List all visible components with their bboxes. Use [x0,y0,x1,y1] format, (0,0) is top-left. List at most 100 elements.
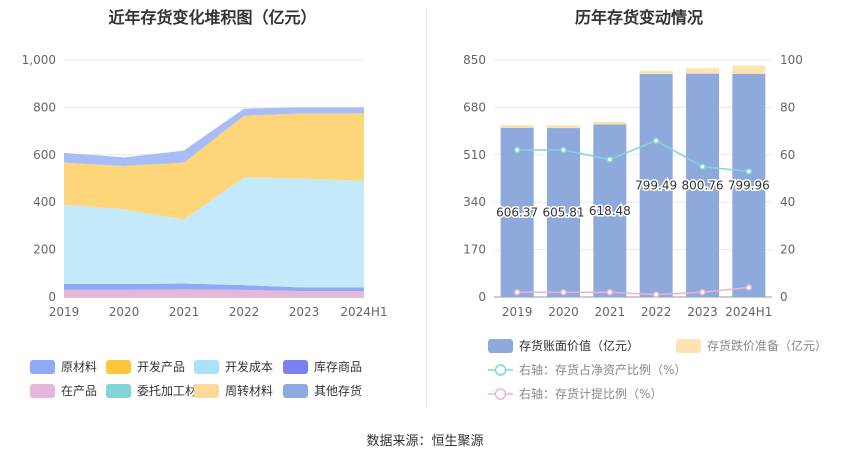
line-point [560,146,567,154]
right-y2-tick-label: 60 [780,148,795,162]
area-series-开发成本 [64,177,364,288]
left-y-tick-label: 800 [33,100,56,114]
left-chart-title: 近年存货变化堆积图（亿元） [108,8,317,27]
left-legend-item[interactable]: 周转材料 [194,382,273,399]
bar-value-label: 800.76 [682,178,724,192]
left-y-tick-label: 0 [48,290,56,304]
legend-label: 存货跌价准备（亿元） [707,339,828,353]
legend-label: 原材料 [61,360,98,374]
bar-value-label: 618.48 [589,204,631,218]
bar-line-chart-panel: 历年存货变动情况 606.37 605.81 618.48 799.49 800.76 7… [428,0,850,410]
right-legend-item[interactable]: 存货跌价准备（亿元） [676,337,827,354]
legend-label: 委托加工材料 [137,384,210,398]
right-legend-item[interactable]: 右轴：存货占净资产比例（%） [488,361,686,378]
left-legend-item[interactable]: 原材料 [30,358,97,375]
bar-value-label: 606.37 [496,205,538,219]
right-x-tick-label: 2022 [641,305,672,319]
line-point [606,289,614,296]
right-y2-tick-label: 0 [780,290,788,304]
right-y2-tick-label: 40 [780,195,795,209]
stacked-area-chart: 0 200 400 600 800 1,000 2019 2020 2021 2022 2023 2… [22,53,388,319]
right-y2-tick-label: 80 [780,100,795,114]
left-y-tick-label: 1,000 [22,53,56,67]
legend-swatch [283,383,308,398]
legend-label: 存货账面价值（亿元） [519,339,640,353]
right-chart-title: 历年存货变动情况 [574,8,703,27]
inventory-bar [547,128,580,297]
legend-swatch [194,383,219,398]
area-series-在产品 [64,289,364,297]
area-series-原材料 [64,283,364,292]
line-point [745,168,753,175]
line-series [517,286,749,296]
right-y-tick-label: 850 [463,53,486,67]
line-point [699,289,706,296]
legend-swatch [30,383,55,398]
legend-swatch [488,338,513,353]
area-series-其他存货 [64,107,364,166]
provision-bar [732,65,766,74]
legend-label: 其他存货 [314,384,363,398]
legend-label: 开发成本 [225,360,274,374]
legend-label: 右轴：存货计提比例（%） [519,387,663,401]
legend-swatch [30,359,55,374]
legend-line-icon [488,387,513,400]
left-legend-item[interactable]: 开发产品 [106,358,185,375]
line-series [517,139,749,173]
right-y-tick-label: 340 [463,195,486,209]
line-point [560,289,567,296]
inventory-bar [593,124,627,297]
legend-swatch [283,359,308,374]
right-legend-item[interactable]: 右轴：存货计提比例（%） [488,385,662,402]
line-point [652,137,660,144]
line-point [513,146,521,154]
line-point [513,289,521,296]
panel-divider [426,8,427,408]
legend-swatch [106,359,131,374]
left-legend-item[interactable]: 库存商品 [283,358,362,375]
bar-value-label: 799.96 [728,178,770,192]
provision-bar [639,70,673,75]
provision-bar [547,125,580,129]
left-y-tick-label: 600 [33,148,56,162]
inventory-bar [500,127,534,297]
right-x-tick-label: 2024H1 [725,305,772,319]
legend-line-icon [488,363,513,376]
right-y2-tick-label: 20 [780,243,795,257]
left-legend-item[interactable]: 在产品 [30,382,97,399]
left-legend-item[interactable]: 其他存货 [283,382,362,399]
right-x-tick-label: 2019 [502,305,533,319]
left-x-tick-label: 2023 [289,305,320,319]
line-point [745,284,753,291]
line-point [606,156,614,163]
legend-label: 周转材料 [225,384,274,398]
left-x-tick-label: 2024H1 [340,305,387,319]
legend-label: 开发产品 [137,360,186,374]
legend-swatch [106,383,131,398]
legend-label: 在产品 [61,384,98,398]
stacked-area-chart-panel: 近年存货变化堆积图（亿元） 0 200 400 600 800 1,000 2019 202… [0,0,425,410]
right-y2-tick-label: 100 [780,53,803,67]
right-x-tick-label: 2021 [595,305,626,319]
legend-swatch [194,359,219,374]
left-legend-item[interactable]: 委托加工材料 [106,382,209,399]
left-x-tick-label: 2019 [49,305,80,319]
area-series-开发产品 [64,113,364,220]
data-source-footer: 数据来源：恒生聚源 [366,434,484,449]
provision-bar [500,125,534,128]
line-point [652,291,660,298]
legend-swatch [676,338,701,353]
inventory-bar [639,74,673,297]
left-y-tick-label: 400 [33,195,56,209]
right-y-tick-label: 510 [463,148,486,162]
left-x-tick-label: 2021 [169,305,200,319]
provision-bar [686,68,719,74]
right-legend-item[interactable]: 存货账面价值（亿元） [488,337,639,354]
inventory-bar [686,73,719,297]
legend-label: 库存商品 [314,360,363,374]
left-legend-item[interactable]: 开发成本 [194,358,273,375]
bar-value-label: 605.81 [543,206,585,220]
bar-value-label: 799.49 [635,179,677,193]
right-y-tick-label: 0 [478,290,486,304]
right-x-tick-label: 2020 [548,305,579,319]
